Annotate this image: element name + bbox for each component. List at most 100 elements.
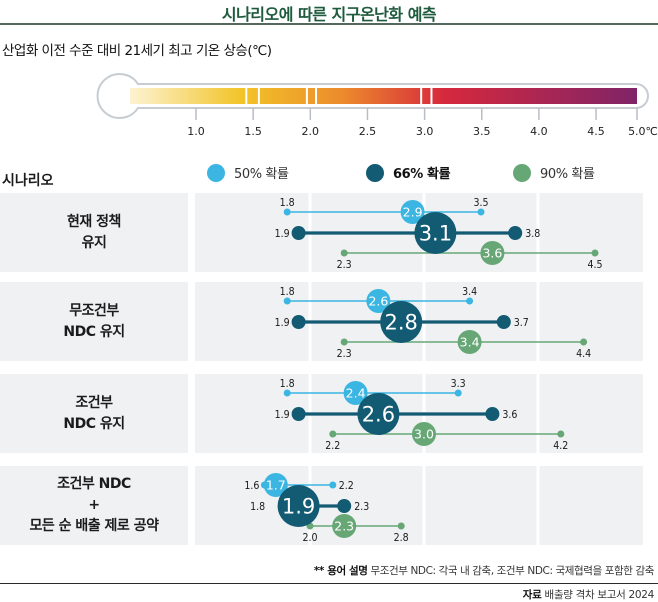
scenario-row: 2.4 2.6 3.0 1.8 3.3 1.9 3.6 2.2 4.2 — [275, 378, 569, 452]
legend-label-66: 66% 확률 — [393, 167, 451, 182]
legend-dot-66 — [366, 163, 384, 182]
thermometer-tick-label: 1.0 — [187, 125, 205, 138]
range-max-dot — [329, 481, 337, 489]
range-min-dot — [340, 338, 348, 346]
range-max-dot — [454, 389, 462, 397]
gridline — [536, 374, 540, 453]
source-credit: 자료 배출량 격차 보고서 2024 — [522, 587, 655, 602]
thermometer-band-marker — [420, 88, 423, 104]
median-bubble — [480, 241, 505, 265]
thermometer-gradient-bar — [130, 88, 637, 104]
footnote-prefix: ** 용어 설명 — [313, 565, 368, 577]
median-bubble — [414, 212, 457, 254]
thermometer-band-marker — [245, 88, 248, 104]
thermometer-band-marker — [315, 88, 318, 104]
range-min-label: 1.8 — [280, 286, 295, 298]
range-max-label: 2.8 — [394, 532, 409, 544]
median-label: 2.9 — [403, 205, 423, 220]
source-text: 배출량 격차 보고서 2024 — [541, 589, 654, 601]
range-max-label: 2.3 — [354, 501, 369, 513]
median-bubble — [277, 485, 320, 527]
median-label: 3.0 — [414, 427, 434, 442]
range-max-dot — [397, 522, 405, 530]
source-prefix: 자료 — [522, 589, 542, 601]
scenario-column-header: 시나리오 — [2, 173, 54, 189]
scenario-row: 2.9 3.1 3.6 1.8 3.5 1.9 3.8 2.3 4.5 — [275, 197, 603, 271]
median-bubble — [380, 301, 423, 343]
range-max-dot — [508, 226, 523, 240]
median-label: 2.3 — [334, 519, 354, 534]
gridline — [422, 466, 426, 545]
median-bubble — [457, 330, 482, 354]
thermometer-tick-label: 4.0 — [530, 125, 548, 138]
thermometer-band-marker — [430, 88, 433, 104]
range-min-dot — [291, 226, 306, 240]
range-max-label: 3.4 — [462, 286, 477, 298]
thermometer-tick-label: 5.0℃ — [628, 125, 658, 138]
median-bubble — [332, 514, 357, 538]
range-min-dot — [283, 297, 291, 305]
range-max-dot — [580, 338, 588, 346]
range-max-dot — [485, 407, 500, 421]
range-max-label: 2.2 — [339, 480, 354, 492]
median-bubble — [366, 289, 391, 313]
range-max-label: 3.3 — [451, 378, 466, 390]
legend-dot-50 — [207, 163, 225, 182]
gridline — [536, 193, 540, 272]
median-label: 3.6 — [482, 246, 502, 261]
range-min-label: 2.3 — [337, 259, 352, 271]
thermometer-band-marker — [305, 88, 308, 104]
thermometer-tick-label: 2.0 — [302, 125, 320, 138]
range-max-label: 3.8 — [525, 228, 540, 240]
range-min-label: 1.8 — [250, 501, 265, 513]
thermometer-tick-label: 4.5 — [587, 125, 605, 138]
range-min-dot — [340, 249, 348, 257]
infographic-title: 시나리오에 따른 지구온난화 예측 — [221, 5, 437, 24]
median-label: 2.4 — [346, 386, 366, 401]
legend-item-90: 90% 확률 — [513, 163, 595, 182]
median-bubble — [357, 393, 400, 435]
median-label: 2.6 — [362, 403, 395, 427]
legend-item-66: 66% 확률 — [366, 163, 451, 182]
scenario-label-net-zero: 조건부 NDC + 모든 순 배출 제로 공약 — [0, 466, 188, 545]
median-label: 1.7 — [266, 478, 286, 493]
scenario-row: 2.6 2.8 3.4 1.8 3.4 1.9 3.7 2.3 4.4 — [275, 286, 592, 360]
range-min-label: 1.9 — [275, 228, 290, 240]
title-divider — [0, 23, 658, 25]
range-min-label: 1.8 — [280, 197, 295, 209]
range-max-dot — [557, 430, 565, 438]
range-max-dot — [496, 315, 511, 329]
range-min-label: 1.9 — [275, 409, 290, 421]
range-max-label: 3.5 — [473, 197, 488, 209]
median-label: 3.1 — [419, 222, 452, 246]
thermometer-band-marker — [257, 88, 260, 104]
median-label: 1.9 — [282, 495, 315, 519]
median-label: 2.6 — [368, 294, 388, 309]
scenario-label-unconditional-ndc: 무조건부 NDC 유지 — [0, 282, 188, 361]
median-bubble — [263, 473, 288, 497]
legend-item-50: 50% 확률 — [207, 163, 289, 182]
gridline — [536, 466, 540, 545]
range-max-label: 4.4 — [576, 348, 591, 360]
range-min-label: 2.0 — [302, 532, 317, 544]
subtitle: 산업화 이전 수준 대비 21세기 최고 기온 상승(℃) — [2, 43, 272, 59]
range-min-label: 1.9 — [275, 317, 290, 329]
thermometer-scale: 1.0 1.5 2.0 2.5 3.0 3.5 4.0 4.5 5.0℃ — [96, 73, 658, 138]
legend-dot-90 — [513, 163, 531, 182]
range-max-label: 3.7 — [514, 317, 529, 329]
legend-label-90: 90% 확률 — [540, 167, 595, 182]
median-label: 3.4 — [460, 335, 480, 350]
median-label: 2.8 — [384, 311, 417, 335]
footnote-text: 무조건부 NDC: 각국 내 감축, 조건부 NDC: 국제협력을 포함한 감축 — [367, 565, 654, 577]
range-min-dot — [291, 407, 306, 421]
scenario-label-current-policy: 현재 정책 유지 — [0, 193, 188, 272]
range-min-dot — [291, 315, 306, 329]
scenario-row: 1.7 1.9 2.3 1.6 2.2 1.8 2.3 2.0 2.8 — [244, 473, 409, 544]
range-max-dot — [477, 208, 485, 216]
thermometer-tick-label: 1.5 — [244, 125, 262, 138]
thermometer-tick-label: 3.5 — [473, 125, 491, 138]
scenario-label-conditional-ndc: 조건부 NDC 유지 — [0, 374, 188, 453]
range-max-dot — [466, 297, 474, 305]
footnote: ** 용어 설명 무조건부 NDC: 각국 내 감축, 조건부 NDC: 국제협… — [313, 563, 655, 578]
range-min-label: 2.3 — [337, 348, 352, 360]
